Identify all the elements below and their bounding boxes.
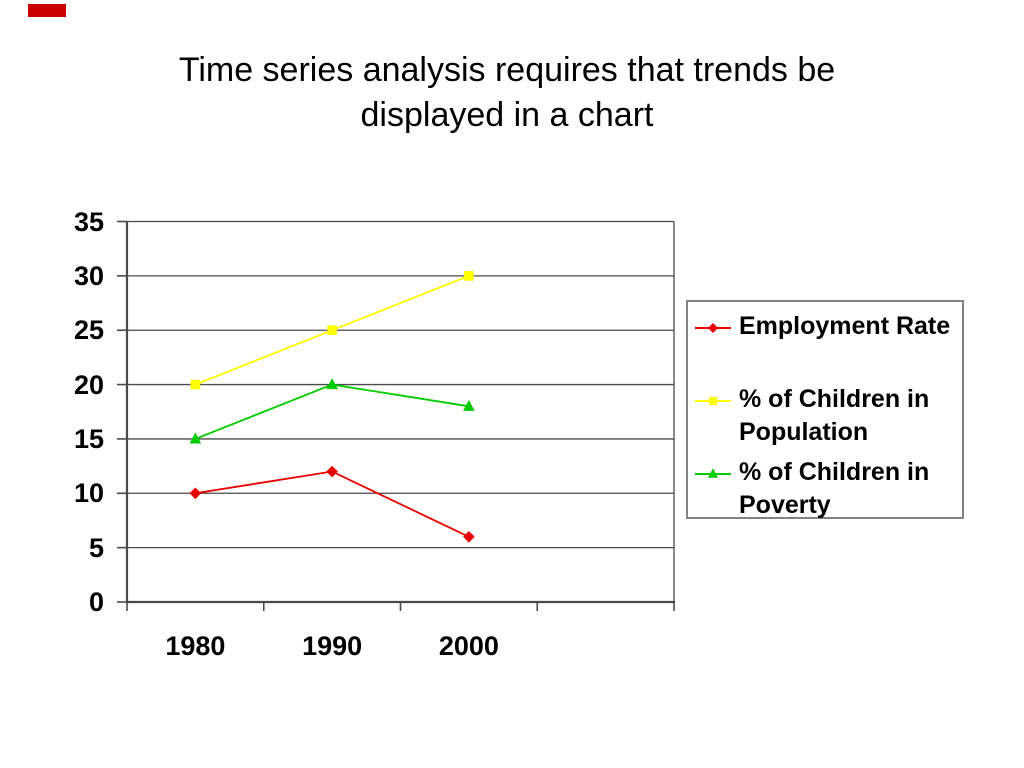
- green-triangle-line-icon: [694, 466, 732, 482]
- slide-title: Time series analysis requires that trend…: [0, 48, 1014, 138]
- red-diamond-line-icon: [694, 320, 732, 336]
- chart-legend: Employment Rate % of Children in Populat…: [686, 300, 964, 519]
- legend-label: % of Children in Population: [739, 385, 930, 446]
- legend-label: Employment Rate: [739, 312, 951, 340]
- y-axis-tick-label: 35: [73, 206, 104, 237]
- legend-item-employment-rate: Employment Rate: [694, 310, 951, 343]
- legend-item-children-population: % of Children in Population: [694, 383, 951, 449]
- x-axis-tick-label: 1980: [165, 631, 226, 661]
- y-axis-tick-label: 10: [73, 478, 104, 509]
- y-axis-tick-label: 25: [73, 315, 104, 346]
- y-axis-tick-label: 30: [73, 260, 104, 291]
- yellow-square-line-icon: [694, 393, 732, 409]
- slide-accent-mark: [28, 4, 66, 17]
- x-axis-tick-label: 2000: [438, 631, 499, 661]
- slide-title-line-2: displayed in a chart: [360, 96, 654, 134]
- slide-title-line-1: Time series analysis requires that trend…: [178, 51, 836, 89]
- y-axis-tick-label: 20: [73, 369, 104, 400]
- legend-item-children-poverty: % of Children in Poverty: [694, 456, 951, 522]
- legend-label: % of Children in Poverty: [739, 458, 930, 519]
- y-axis-tick-label: 0: [88, 587, 104, 617]
- y-axis-tick-label: 5: [88, 532, 104, 563]
- y-axis-tick-label: 15: [73, 423, 104, 454]
- x-axis-tick-label: 1990: [302, 631, 363, 661]
